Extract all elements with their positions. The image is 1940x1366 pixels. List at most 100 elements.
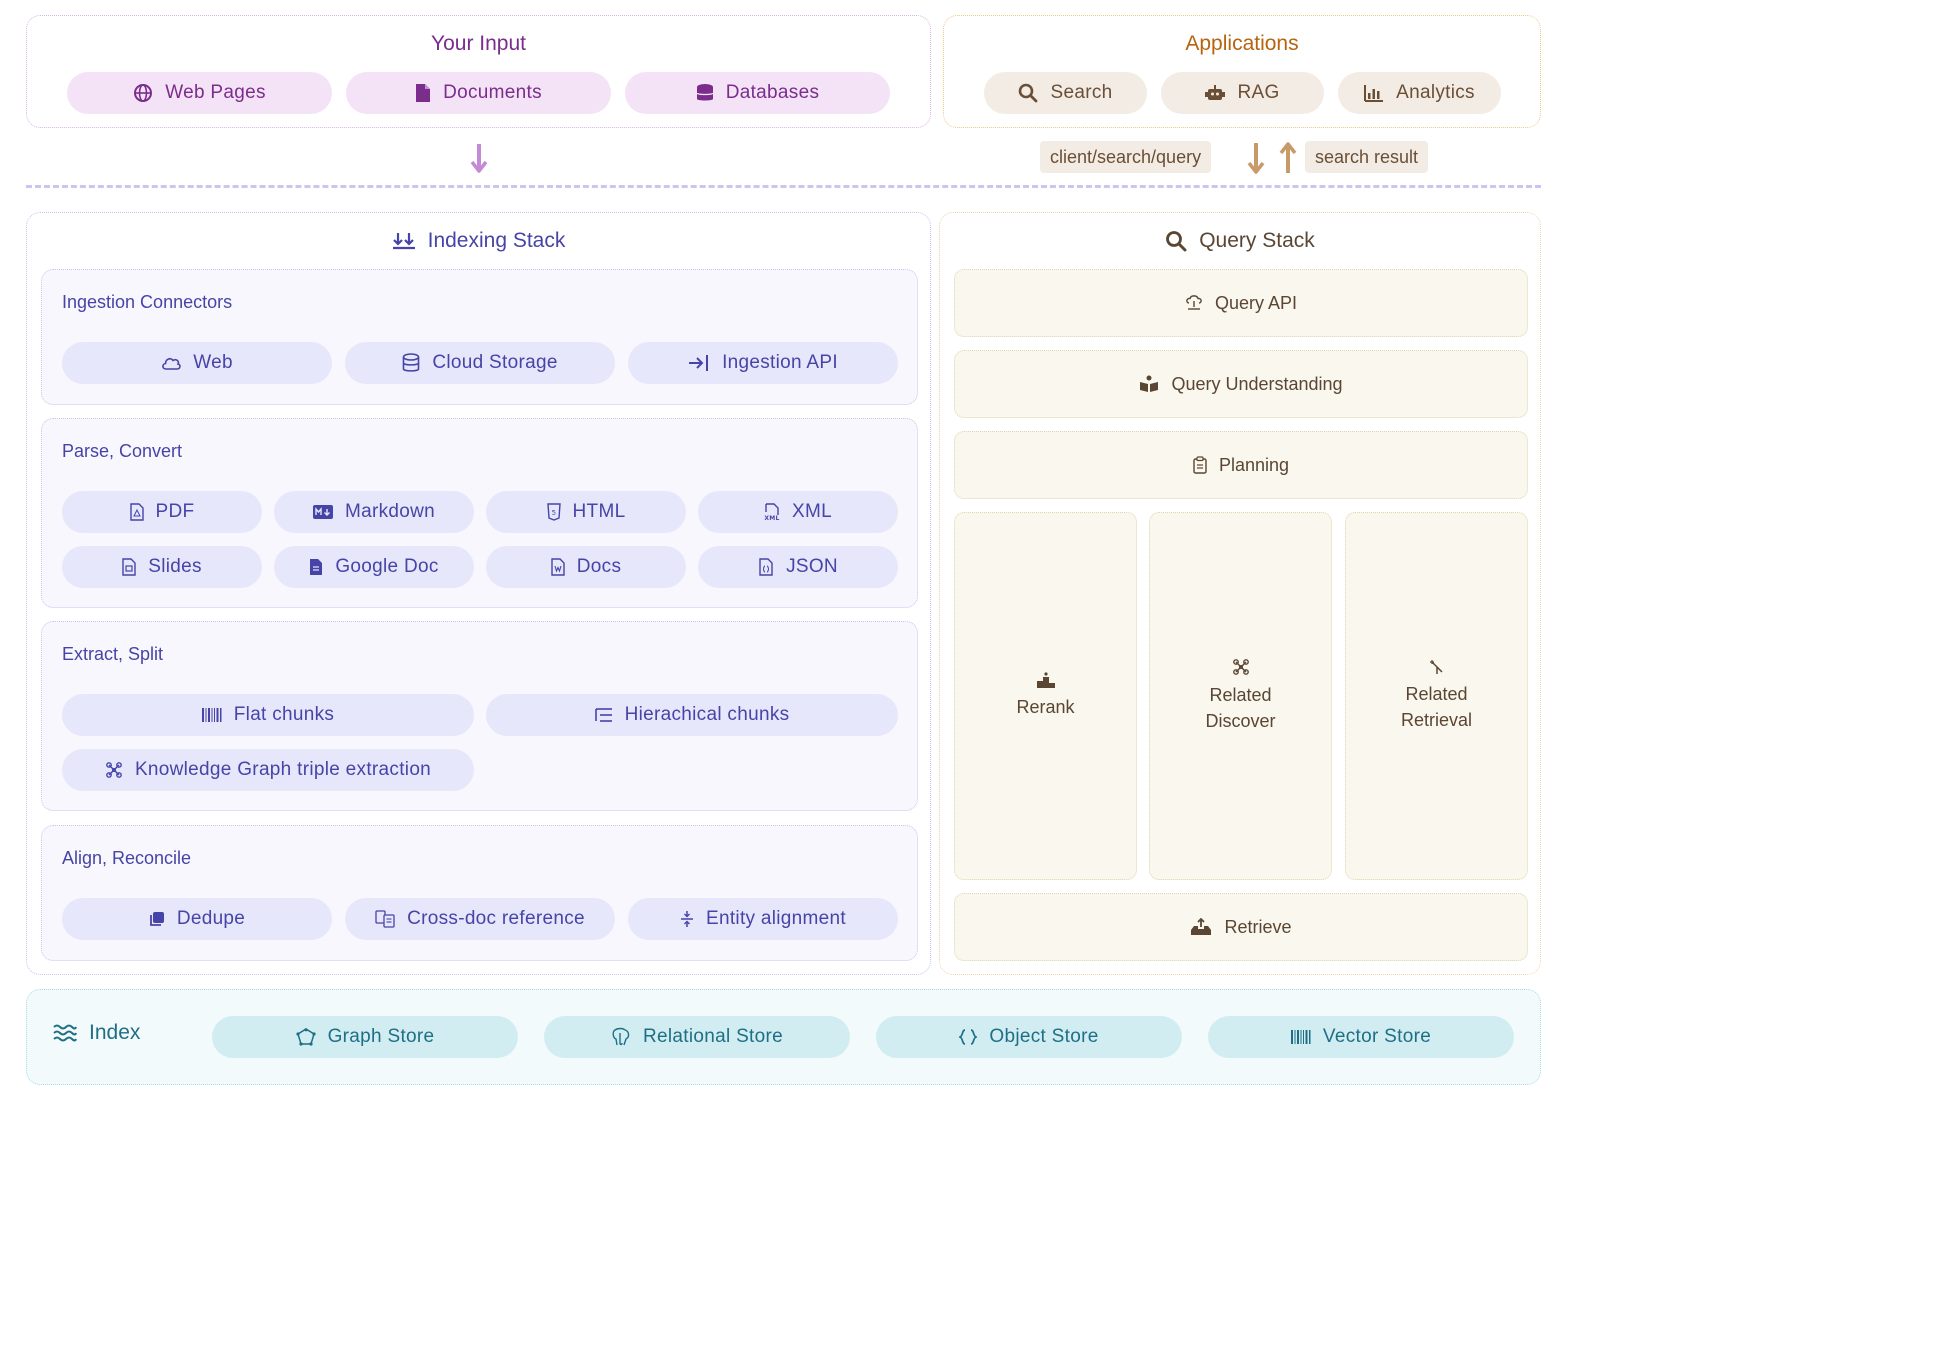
connector-cloud-storage-label: Cloud Storage: [432, 352, 558, 373]
graph-nodes-icon: [106, 762, 122, 778]
graph-store-icon: [295, 1028, 316, 1046]
parse-convert-title: Parse, Convert: [62, 441, 183, 461]
database-icon: [696, 84, 714, 101]
vector-store[interactable]: Vector Store: [1208, 1016, 1514, 1058]
graph-nodes-icon: [1232, 659, 1249, 675]
relational-store-label: Relational Store: [643, 1026, 783, 1047]
connector-web[interactable]: Web: [62, 342, 332, 384]
podium-icon: [1036, 672, 1055, 688]
waves-icon: [53, 1024, 77, 1042]
input-web-pages-label: Web Pages: [165, 82, 266, 103]
parse-convert-section: Parse, Convert PDF Markdown 5 HTML: [41, 418, 918, 608]
app-rag[interactable]: RAG: [1161, 72, 1324, 114]
input-databases[interactable]: Databases: [625, 72, 890, 114]
format-json-label: JSON: [786, 556, 838, 577]
align-entity-alignment[interactable]: Entity alignment: [628, 898, 898, 940]
input-documents-label: Documents: [443, 82, 542, 103]
api-icon: [1186, 295, 1202, 310]
relational-store[interactable]: Relational Store: [544, 1016, 850, 1058]
extract-kg-triples-label: Knowledge Graph triple extraction: [134, 759, 432, 780]
index-panel: Index Graph Store Relational Store Objec…: [26, 989, 1541, 1085]
barcode-icon: [201, 708, 222, 722]
extract-flat-chunks-label: Flat chunks: [233, 704, 335, 725]
xml-file-icon: XML: [764, 503, 779, 521]
upload-tray-icon: [1191, 918, 1212, 935]
merge-icon: [1429, 660, 1443, 674]
extract-flat-chunks[interactable]: Flat chunks: [62, 694, 474, 736]
format-google-doc[interactable]: Google Doc: [274, 546, 474, 588]
related-discover-line-2: Discover: [1205, 711, 1276, 731]
svg-text:XML: XML: [764, 515, 779, 521]
query-understanding-label: Query Understanding: [1171, 373, 1343, 394]
format-xml-label: XML: [792, 501, 832, 522]
format-html-label: HTML: [572, 501, 626, 522]
json-file-icon: [759, 558, 773, 576]
related-retrieval-card[interactable]: Related Retrieval: [1345, 512, 1528, 880]
planning-label: Planning: [1218, 454, 1290, 475]
app-search[interactable]: Search: [984, 72, 1147, 114]
arrow-down-icon: [1247, 143, 1265, 174]
graph-store[interactable]: Graph Store: [212, 1016, 518, 1058]
format-markdown-label: Markdown: [344, 501, 436, 522]
globe-icon: [134, 84, 153, 102]
svg-text:5: 5: [551, 509, 556, 517]
retrieve-card[interactable]: Retrieve: [954, 893, 1528, 961]
markdown-icon: [312, 505, 333, 519]
connector-ingestion-api-label: Ingestion API: [722, 352, 838, 373]
format-slides-label: Slides: [148, 556, 202, 577]
connector-ingestion-api[interactable]: Ingestion API: [628, 342, 898, 384]
extract-hierarchical-chunks[interactable]: Hierachical chunks: [486, 694, 898, 736]
format-google-doc-label: Google Doc: [335, 556, 439, 577]
align-cross-doc-reference-label: Cross-doc reference: [407, 908, 585, 929]
align-dedupe[interactable]: Dedupe: [62, 898, 332, 940]
book-reader-icon: [1140, 375, 1159, 392]
google-doc-icon: [310, 559, 323, 575]
arrow-down-icon: [470, 144, 488, 173]
word-file-icon: [551, 558, 565, 576]
format-slides[interactable]: Slides: [62, 546, 262, 588]
format-markdown[interactable]: Markdown: [274, 491, 474, 533]
braces-icon: [959, 1029, 978, 1045]
cloud-icon: [162, 357, 181, 370]
align-entity-alignment-label: Entity alignment: [706, 908, 846, 929]
indexing-stack-title: Indexing Stack: [427, 229, 566, 252]
planning-card[interactable]: Planning: [954, 431, 1528, 499]
app-analytics[interactable]: Analytics: [1338, 72, 1501, 114]
query-stack-panel: Query Stack Query API Query Understandin…: [939, 212, 1541, 975]
login-icon: [689, 355, 709, 371]
rerank-card[interactable]: Rerank: [954, 512, 1137, 880]
related-discover-line-1: Related: [1209, 685, 1272, 705]
your-input-panel: Your Input Web Pages Documents Databases: [26, 15, 931, 128]
query-api-card[interactable]: Query API: [954, 269, 1528, 337]
app-rag-label: RAG: [1237, 82, 1280, 103]
query-api-label: Query API: [1214, 292, 1298, 313]
connector-cloud-storage[interactable]: Cloud Storage: [345, 342, 615, 384]
format-pdf[interactable]: PDF: [62, 491, 262, 533]
extract-hierarchical-chunks-label: Hierachical chunks: [624, 704, 790, 725]
applications-title: Applications: [1185, 32, 1299, 55]
related-discover-card[interactable]: Related Discover: [1149, 512, 1332, 880]
applications-panel: Applications Search RAG Analytics: [943, 15, 1541, 128]
rerank-label: Rerank: [1016, 697, 1075, 717]
query-understanding-card[interactable]: Query Understanding: [954, 350, 1528, 418]
related-retrieval-line-2: Retrieval: [1400, 710, 1473, 730]
format-xml[interactable]: XML XML: [698, 491, 898, 533]
format-json[interactable]: JSON: [698, 546, 898, 588]
pdf-file-icon: [129, 503, 144, 521]
indexing-stack-panel: Indexing Stack Ingestion Connectors Web …: [26, 212, 931, 975]
extract-kg-triples[interactable]: Knowledge Graph triple extraction: [62, 749, 474, 791]
align-reconcile-section: Align, Reconcile Dedupe Cross-doc refere…: [41, 825, 918, 961]
input-documents[interactable]: Documents: [346, 72, 611, 114]
arrow-up-icon: [1279, 142, 1297, 173]
format-docs[interactable]: Docs: [486, 546, 686, 588]
object-store[interactable]: Object Store: [876, 1016, 1182, 1058]
format-pdf-label: PDF: [155, 501, 195, 522]
align-center-icon: [681, 911, 693, 927]
related-retrieval-line-1: Related: [1405, 684, 1468, 704]
app-search-label: Search: [1050, 82, 1113, 103]
index-title: Index: [89, 1021, 141, 1044]
align-cross-doc-reference[interactable]: Cross-doc reference: [345, 898, 615, 940]
document-icon: [416, 84, 431, 102]
input-web-pages[interactable]: Web Pages: [67, 72, 332, 114]
format-html[interactable]: 5 HTML: [486, 491, 686, 533]
